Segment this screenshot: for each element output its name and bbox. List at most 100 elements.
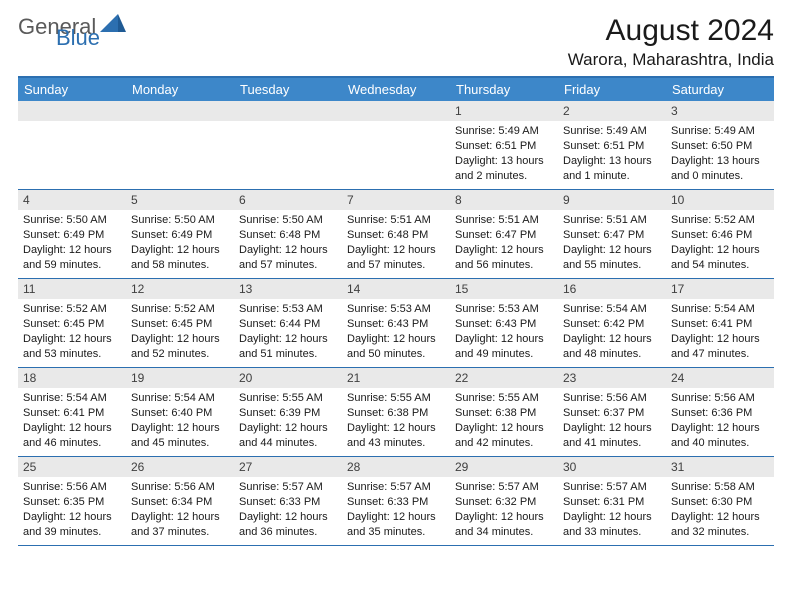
day-body: Sunrise: 5:56 AMSunset: 6:36 PMDaylight:… — [666, 388, 774, 455]
day-cell — [342, 101, 450, 189]
month-title: August 2024 — [568, 14, 774, 48]
sunset-text: Sunset: 6:46 PM — [671, 228, 769, 243]
sunset-text: Sunset: 6:48 PM — [239, 228, 337, 243]
day-body: Sunrise: 5:52 AMSunset: 6:45 PMDaylight:… — [18, 299, 126, 366]
sunset-text: Sunset: 6:31 PM — [563, 495, 661, 510]
day-number — [234, 101, 342, 121]
day-number: 24 — [666, 368, 774, 388]
day-number: 7 — [342, 190, 450, 210]
daylight-text: Daylight: 12 hours and 53 minutes. — [23, 332, 121, 362]
sunrise-text: Sunrise: 5:54 AM — [563, 302, 661, 317]
day-body: Sunrise: 5:55 AMSunset: 6:39 PMDaylight:… — [234, 388, 342, 455]
sunset-text: Sunset: 6:40 PM — [131, 406, 229, 421]
daylight-text: Daylight: 12 hours and 57 minutes. — [239, 243, 337, 273]
day-number: 30 — [558, 457, 666, 477]
day-number: 20 — [234, 368, 342, 388]
sunset-text: Sunset: 6:33 PM — [347, 495, 445, 510]
day-header: Friday — [558, 78, 666, 101]
day-cell: 3Sunrise: 5:49 AMSunset: 6:50 PMDaylight… — [666, 101, 774, 189]
day-header-row: SundayMondayTuesdayWednesdayThursdayFrid… — [18, 78, 774, 101]
week-row: 25Sunrise: 5:56 AMSunset: 6:35 PMDayligh… — [18, 457, 774, 546]
day-cell: 5Sunrise: 5:50 AMSunset: 6:49 PMDaylight… — [126, 190, 234, 278]
sunset-text: Sunset: 6:48 PM — [347, 228, 445, 243]
day-number: 25 — [18, 457, 126, 477]
day-number: 15 — [450, 279, 558, 299]
day-body: Sunrise: 5:56 AMSunset: 6:37 PMDaylight:… — [558, 388, 666, 455]
page-header: General Blue August 2024 Warora, Maharas… — [18, 14, 774, 70]
day-body: Sunrise: 5:51 AMSunset: 6:48 PMDaylight:… — [342, 210, 450, 277]
day-cell: 18Sunrise: 5:54 AMSunset: 6:41 PMDayligh… — [18, 368, 126, 456]
daylight-text: Daylight: 12 hours and 54 minutes. — [671, 243, 769, 273]
day-cell: 1Sunrise: 5:49 AMSunset: 6:51 PMDaylight… — [450, 101, 558, 189]
daylight-text: Daylight: 12 hours and 55 minutes. — [563, 243, 661, 273]
day-number: 11 — [18, 279, 126, 299]
sunrise-text: Sunrise: 5:50 AM — [131, 213, 229, 228]
day-cell: 26Sunrise: 5:56 AMSunset: 6:34 PMDayligh… — [126, 457, 234, 545]
week-row: 4Sunrise: 5:50 AMSunset: 6:49 PMDaylight… — [18, 190, 774, 279]
day-body: Sunrise: 5:51 AMSunset: 6:47 PMDaylight:… — [450, 210, 558, 277]
sunset-text: Sunset: 6:44 PM — [239, 317, 337, 332]
day-body: Sunrise: 5:49 AMSunset: 6:51 PMDaylight:… — [558, 121, 666, 188]
day-cell: 19Sunrise: 5:54 AMSunset: 6:40 PMDayligh… — [126, 368, 234, 456]
day-header: Tuesday — [234, 78, 342, 101]
daylight-text: Daylight: 12 hours and 51 minutes. — [239, 332, 337, 362]
daylight-text: Daylight: 12 hours and 34 minutes. — [455, 510, 553, 540]
sunrise-text: Sunrise: 5:50 AM — [23, 213, 121, 228]
day-header: Wednesday — [342, 78, 450, 101]
day-number — [126, 101, 234, 121]
day-number: 26 — [126, 457, 234, 477]
day-number: 23 — [558, 368, 666, 388]
day-body: Sunrise: 5:57 AMSunset: 6:31 PMDaylight:… — [558, 477, 666, 544]
daylight-text: Daylight: 12 hours and 57 minutes. — [347, 243, 445, 273]
sunset-text: Sunset: 6:49 PM — [131, 228, 229, 243]
day-cell: 8Sunrise: 5:51 AMSunset: 6:47 PMDaylight… — [450, 190, 558, 278]
day-cell: 10Sunrise: 5:52 AMSunset: 6:46 PMDayligh… — [666, 190, 774, 278]
day-cell: 11Sunrise: 5:52 AMSunset: 6:45 PMDayligh… — [18, 279, 126, 367]
daylight-text: Daylight: 12 hours and 32 minutes. — [671, 510, 769, 540]
day-cell: 15Sunrise: 5:53 AMSunset: 6:43 PMDayligh… — [450, 279, 558, 367]
day-cell: 12Sunrise: 5:52 AMSunset: 6:45 PMDayligh… — [126, 279, 234, 367]
sunrise-text: Sunrise: 5:52 AM — [131, 302, 229, 317]
title-block: August 2024 Warora, Maharashtra, India — [568, 14, 774, 70]
sunset-text: Sunset: 6:41 PM — [23, 406, 121, 421]
sunset-text: Sunset: 6:42 PM — [563, 317, 661, 332]
day-number: 9 — [558, 190, 666, 210]
daylight-text: Daylight: 12 hours and 50 minutes. — [347, 332, 445, 362]
day-cell: 14Sunrise: 5:53 AMSunset: 6:43 PMDayligh… — [342, 279, 450, 367]
day-body: Sunrise: 5:54 AMSunset: 6:41 PMDaylight:… — [18, 388, 126, 455]
sunset-text: Sunset: 6:43 PM — [347, 317, 445, 332]
day-number: 18 — [18, 368, 126, 388]
day-cell: 30Sunrise: 5:57 AMSunset: 6:31 PMDayligh… — [558, 457, 666, 545]
sunrise-text: Sunrise: 5:58 AM — [671, 480, 769, 495]
daylight-text: Daylight: 12 hours and 40 minutes. — [671, 421, 769, 451]
sunset-text: Sunset: 6:45 PM — [131, 317, 229, 332]
sunrise-text: Sunrise: 5:57 AM — [239, 480, 337, 495]
day-body: Sunrise: 5:52 AMSunset: 6:45 PMDaylight:… — [126, 299, 234, 366]
daylight-text: Daylight: 12 hours and 48 minutes. — [563, 332, 661, 362]
calendar: SundayMondayTuesdayWednesdayThursdayFrid… — [18, 76, 774, 546]
sunrise-text: Sunrise: 5:49 AM — [563, 124, 661, 139]
logo-text-blue: Blue — [56, 25, 100, 51]
day-cell: 22Sunrise: 5:55 AMSunset: 6:38 PMDayligh… — [450, 368, 558, 456]
daylight-text: Daylight: 12 hours and 36 minutes. — [239, 510, 337, 540]
daylight-text: Daylight: 12 hours and 35 minutes. — [347, 510, 445, 540]
day-number: 16 — [558, 279, 666, 299]
day-cell: 7Sunrise: 5:51 AMSunset: 6:48 PMDaylight… — [342, 190, 450, 278]
day-number: 5 — [126, 190, 234, 210]
day-number: 27 — [234, 457, 342, 477]
logo: General Blue — [18, 14, 128, 40]
sunrise-text: Sunrise: 5:54 AM — [671, 302, 769, 317]
day-cell: 9Sunrise: 5:51 AMSunset: 6:47 PMDaylight… — [558, 190, 666, 278]
daylight-text: Daylight: 12 hours and 43 minutes. — [347, 421, 445, 451]
daylight-text: Daylight: 12 hours and 46 minutes. — [23, 421, 121, 451]
sunrise-text: Sunrise: 5:51 AM — [347, 213, 445, 228]
day-number: 4 — [18, 190, 126, 210]
day-cell: 31Sunrise: 5:58 AMSunset: 6:30 PMDayligh… — [666, 457, 774, 545]
day-body: Sunrise: 5:52 AMSunset: 6:46 PMDaylight:… — [666, 210, 774, 277]
daylight-text: Daylight: 12 hours and 52 minutes. — [131, 332, 229, 362]
sunset-text: Sunset: 6:43 PM — [455, 317, 553, 332]
sunset-text: Sunset: 6:38 PM — [455, 406, 553, 421]
daylight-text: Daylight: 13 hours and 2 minutes. — [455, 154, 553, 184]
week-row: 18Sunrise: 5:54 AMSunset: 6:41 PMDayligh… — [18, 368, 774, 457]
day-cell: 28Sunrise: 5:57 AMSunset: 6:33 PMDayligh… — [342, 457, 450, 545]
